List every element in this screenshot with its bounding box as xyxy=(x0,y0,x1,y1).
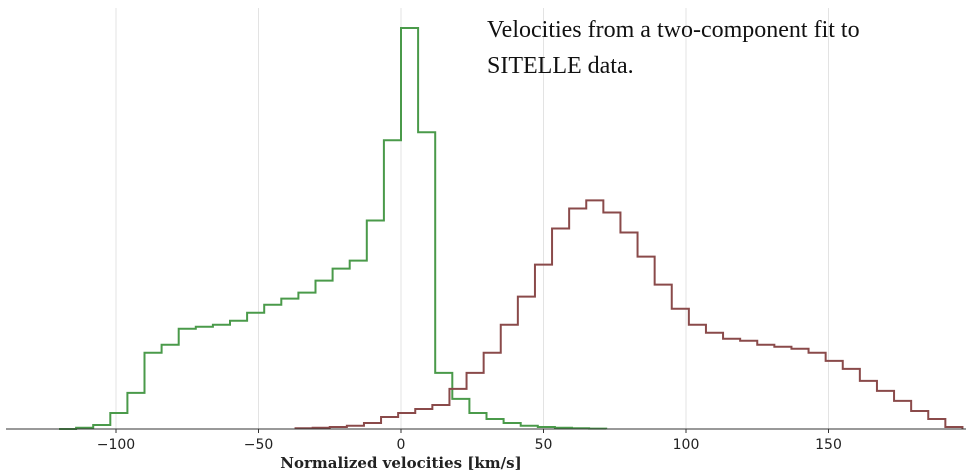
histogram-series xyxy=(59,27,964,430)
x-tick-label: −100 xyxy=(97,437,135,453)
x-axis-label: Normalized velocities [km/s] xyxy=(280,454,521,472)
annotation-line-2: SITELLE data. xyxy=(487,53,634,79)
x-tick-label: 50 xyxy=(535,437,553,453)
x-tick-labels: −100 −50 0 50 100 150 xyxy=(97,437,842,453)
histogram-series-1 xyxy=(59,27,608,430)
x-tick-label: 150 xyxy=(815,437,842,453)
x-axis xyxy=(6,428,966,433)
x-tick-label: 100 xyxy=(673,437,700,453)
histogram-series-2 xyxy=(294,199,964,430)
x-tick-label: −50 xyxy=(244,437,274,453)
annotation-line-1: Velocities from a two-component fit to xyxy=(487,17,860,43)
x-tick-label: 0 xyxy=(397,437,406,453)
